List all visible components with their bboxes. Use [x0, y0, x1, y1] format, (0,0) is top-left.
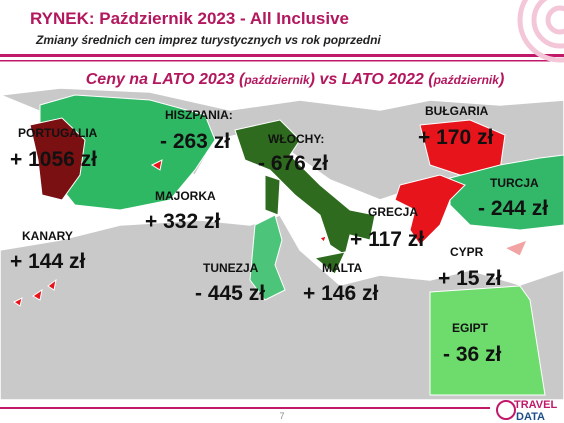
sicily [313, 251, 346, 275]
header-rule [0, 60, 564, 62]
tunisia [249, 214, 286, 301]
price-change: - 244 zł [478, 197, 548, 220]
egypt [429, 285, 546, 396]
header-rule [0, 54, 564, 57]
map-title-part: październik [243, 73, 311, 87]
region-name: HISZPANIA: [165, 108, 233, 122]
region-name: TURCJA [490, 176, 539, 190]
labels: PORTUGALIA + 1056 zł HISZPANIA: - 263 zł WŁO… [10, 104, 548, 366]
price-change: + 1056 zł [10, 148, 97, 171]
region-name: GRECJA [368, 205, 418, 219]
region-name: PORTUGALIA [18, 126, 98, 140]
price-change: - 676 zł [258, 152, 328, 175]
canaries [13, 278, 57, 307]
price-change: + 332 zł [145, 210, 220, 233]
turkey [449, 154, 564, 231]
footer-rule [0, 407, 490, 409]
countries [13, 94, 564, 396]
map-title-part: ) vs LATO 2022 ( [308, 71, 436, 88]
region-name: TUNEZJA [203, 261, 259, 275]
portugal [29, 117, 86, 201]
region-name: MALTA [322, 261, 363, 275]
region-name: MAJORKA [155, 189, 216, 203]
region-name: CYPR [450, 245, 484, 259]
region-name: KANARY [22, 229, 73, 243]
slide-title: RYNEK: Październik 2023 - All Inclusive [30, 9, 349, 28]
price-change: + 146 zł [303, 282, 378, 305]
region-name: EGIPT [452, 321, 489, 335]
decor [517, 0, 564, 63]
price-change: + 144 zł [10, 250, 85, 273]
italy [234, 119, 376, 256]
price-change: + 170 zł [418, 126, 493, 149]
greece [394, 174, 466, 246]
price-change: + 15 zł [438, 267, 502, 290]
cyprus [503, 239, 528, 257]
price-change: - 263 zł [160, 130, 230, 153]
price-change: - 445 zł [195, 282, 265, 305]
logo-text: TRAVEL [514, 399, 557, 411]
map-title-part: ) [497, 71, 504, 88]
map-title: Ceny na LATO 2023 (październik) vs LATO … [86, 71, 505, 88]
region-name: WŁOCHY: [268, 132, 324, 146]
region-name: BUŁGARIA [425, 104, 489, 118]
map-title-part: Ceny na LATO 2023 ( [86, 71, 246, 88]
price-change: + 117 zł [350, 228, 424, 251]
logo-text: DATA [516, 411, 545, 423]
mallorca [150, 159, 163, 171]
price-change: - 36 zł [443, 343, 502, 366]
slide-subtitle: Zmiany średnich cen imprez turystycznych… [35, 33, 381, 47]
sardinia [264, 174, 281, 216]
malta [319, 235, 327, 243]
page-number: 7 [279, 411, 284, 421]
map-title-part: październik [433, 73, 501, 87]
logo-mark [496, 400, 516, 420]
